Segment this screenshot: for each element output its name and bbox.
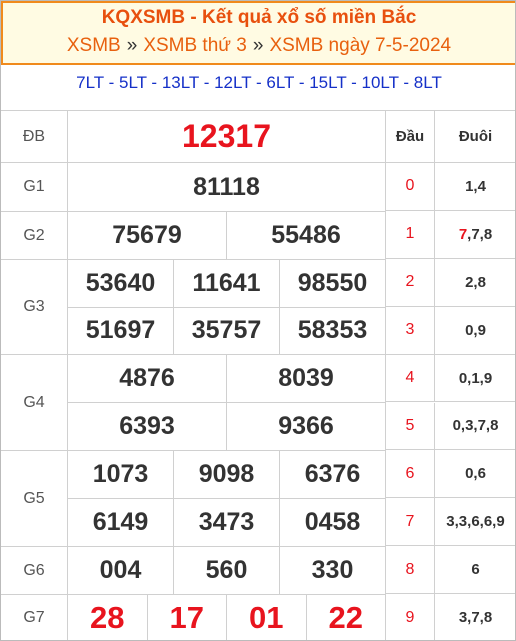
loto-head: 5	[386, 402, 435, 451]
tail-title: Đuôi	[435, 111, 515, 163]
prize-number: 12317	[68, 111, 386, 163]
prize-number: 55486	[227, 212, 386, 260]
tail-part: 6	[471, 561, 480, 579]
prize-label: G6	[1, 547, 68, 595]
tail-part: 7	[458, 225, 468, 243]
prize-number: 9366	[227, 403, 386, 451]
loto-head: 0	[386, 163, 435, 211]
prize-label: G3	[1, 260, 68, 355]
prize-number: 98550	[280, 260, 386, 308]
prize-number: 35757	[174, 307, 280, 355]
loto-head: 3	[386, 306, 435, 355]
tail-part: 3,3,6,6,9	[446, 513, 505, 531]
loto-tail: 1,4	[435, 163, 515, 211]
loto-head: 4	[386, 354, 435, 403]
loto-head: 1	[386, 210, 435, 259]
prize-number: 17	[148, 595, 227, 640]
head-title: Đầu	[386, 111, 435, 163]
loto-tail: 6	[435, 546, 515, 595]
codes: 7LT - 5LT - 13LT - 12LT - 6LT - 15LT - 1…	[76, 73, 442, 92]
prize-label: ĐB	[1, 111, 68, 163]
loto-tail: 3,7,8	[435, 594, 515, 640]
loto-tail: 0,1,9	[435, 355, 515, 403]
loto-head: 7	[386, 498, 435, 547]
prize-number: 11641	[174, 260, 280, 308]
loto-tail: 0,6	[435, 450, 515, 499]
prize-number: 53640	[68, 260, 174, 308]
separator: »	[126, 35, 138, 56]
prize-number: 560	[174, 547, 280, 595]
prize-number: 6149	[68, 499, 174, 547]
prize-number: 01	[227, 595, 307, 640]
loto-head: 8	[386, 546, 435, 595]
prize-number: 22	[307, 595, 386, 640]
tail-part: 0,3,7,8	[452, 417, 499, 435]
breadcrumb-link[interactable]: XSMB	[66, 35, 121, 56]
prize-label: G7	[1, 595, 68, 640]
loto-head: 6	[386, 450, 435, 499]
loto-tail: 2,8	[435, 259, 515, 307]
tail-part: 2,8	[465, 273, 486, 291]
prize-number: 3473	[174, 499, 280, 547]
tail-part: 3,7,8	[458, 609, 493, 627]
header: KQXSMB - Kết quả xổ số miền Bắc XSMB» XSM…	[1, 1, 515, 65]
loto-tail: 3,3,6,6,9	[435, 498, 515, 547]
prize-number: 28	[68, 595, 148, 640]
prize-label: G2	[1, 212, 68, 260]
tail-part: 0,1,9	[458, 369, 493, 387]
loto-head: 2	[386, 258, 435, 307]
prize-number: 51697	[68, 307, 174, 355]
prize-number: 6376	[280, 451, 386, 499]
prize-number: 1073	[68, 451, 174, 499]
table-border	[1, 110, 515, 111]
prize-label: G5	[1, 451, 68, 547]
prize-label: G4	[1, 355, 68, 451]
prize-number: 330	[280, 547, 386, 595]
prize-number: 4876	[68, 355, 227, 403]
prize-number: 004	[68, 547, 174, 595]
separator: »	[252, 35, 264, 56]
loto-tail: 0,3,7,8	[435, 403, 515, 451]
breadcrumb-link[interactable]: XSMB ngày 7-5-2024	[269, 35, 452, 56]
prize-label: G1	[1, 163, 68, 212]
loto-tail: 7,7,8	[435, 211, 515, 259]
tail-part: 1,4	[465, 177, 486, 195]
prize-number: 0458	[280, 499, 386, 547]
title: KQXSMB - Kết quả xổ số miền Bắc	[101, 7, 417, 28]
loto-head: 9	[386, 594, 435, 640]
prize-number: 58353	[280, 307, 386, 355]
prize-number: 81118	[68, 163, 386, 212]
breadcrumb: XSMB» XSMB thứ 3» XSMB ngày 7-5-2024	[3, 35, 515, 57]
breadcrumb-link[interactable]: XSMB thứ 3	[143, 35, 247, 56]
tail-part: ,7,8	[467, 225, 493, 243]
prize-number: 9098	[174, 451, 280, 499]
tail-part: 0,6	[465, 465, 486, 483]
prize-number: 8039	[227, 355, 386, 403]
prize-number: 75679	[68, 212, 227, 260]
prize-number: 6393	[68, 403, 227, 451]
loto-tail: 0,9	[435, 307, 515, 355]
tail-part: 0,9	[465, 321, 486, 339]
